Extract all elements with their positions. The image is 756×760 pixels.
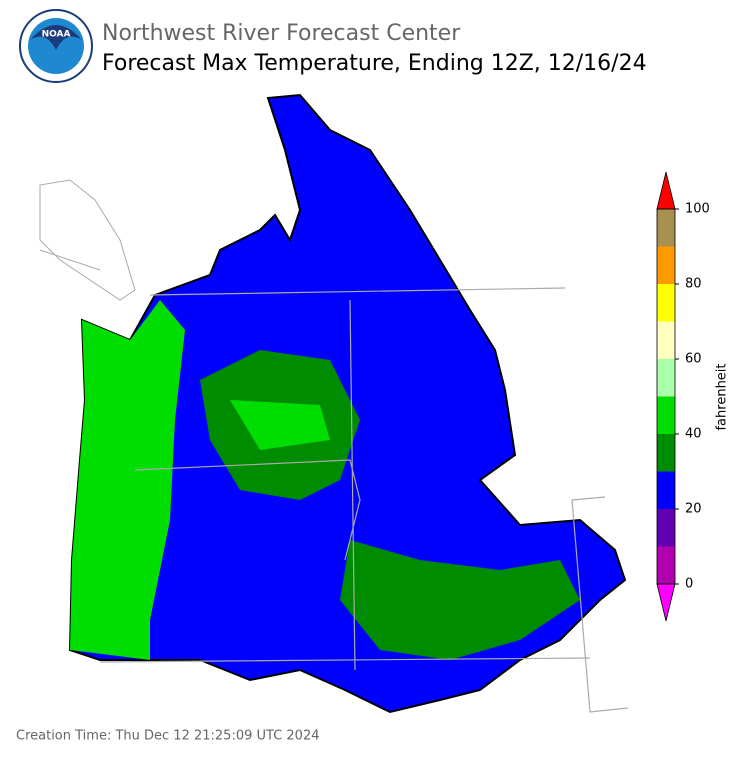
basin-zone <box>230 400 330 450</box>
snake-plain-zone <box>340 540 580 660</box>
colorbar-tick-label: 20 <box>685 502 702 517</box>
colorbar-under <box>656 583 676 622</box>
colorbar-bin <box>657 396 675 434</box>
colorbar-bin <box>657 509 675 547</box>
colorbar-frame <box>656 208 676 585</box>
coastal-zone <box>70 300 185 660</box>
colorbar-bin <box>657 546 675 584</box>
logo-bird <box>30 25 82 50</box>
colorbar-label: fahrenheit <box>715 363 730 430</box>
colorbar: 0 20 40 60 80 100 <box>656 171 710 622</box>
colorbar-tick-label: 100 <box>685 202 710 217</box>
colorbar-tick-label: 0 <box>685 577 693 592</box>
colorbar-tick-label: 60 <box>685 352 702 367</box>
colorbar-bin <box>657 209 675 247</box>
title: Forecast Max Temperature, Ending 12Z, 12… <box>102 51 647 76</box>
noaa-logo: NOAA <box>19 9 93 83</box>
logo-text: NOAA <box>42 30 71 40</box>
colorbar-bin <box>657 471 675 509</box>
colorbar-tick-label: 80 <box>685 277 702 292</box>
agency: Northwest River Forecast Center <box>102 21 461 46</box>
colorbar-bin <box>657 359 675 397</box>
colorbar-tick-label: 40 <box>685 427 702 442</box>
coastline <box>39 179 136 301</box>
colorbar-bin <box>657 321 675 359</box>
colorbar-bin <box>657 246 675 284</box>
state-borders <box>99 287 629 713</box>
colorbar-bin <box>657 284 675 322</box>
creation-time: Creation Time: Thu Dec 12 21:25:09 UTC 2… <box>16 729 319 744</box>
colorbar-bin <box>657 434 675 472</box>
colorbar-over <box>656 171 676 210</box>
map <box>39 93 629 714</box>
